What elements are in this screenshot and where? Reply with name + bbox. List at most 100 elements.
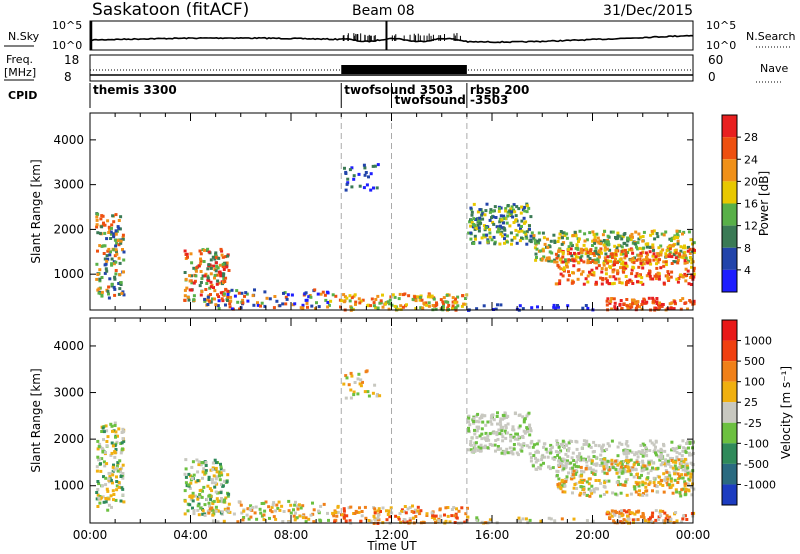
data-cell bbox=[192, 281, 196, 285]
data-cell bbox=[103, 464, 107, 468]
data-cell bbox=[654, 451, 657, 455]
data-cell bbox=[532, 236, 536, 240]
data-cell bbox=[200, 290, 204, 293]
data-cell bbox=[324, 298, 328, 302]
data-cell bbox=[656, 258, 660, 262]
data-cell bbox=[577, 251, 581, 255]
data-cell bbox=[493, 242, 497, 246]
data-cell bbox=[469, 231, 473, 235]
data-cell bbox=[486, 239, 490, 243]
x-tick-label: 20:00 bbox=[575, 528, 610, 542]
data-cell bbox=[668, 252, 672, 256]
data-cell bbox=[527, 206, 531, 210]
data-cell bbox=[692, 302, 696, 306]
data-cell bbox=[399, 520, 403, 524]
data-cell bbox=[446, 514, 450, 518]
colorbar-segment bbox=[722, 402, 737, 423]
data-cell bbox=[664, 263, 668, 267]
data-cell bbox=[572, 486, 576, 490]
data-cell bbox=[571, 473, 575, 477]
data-cell bbox=[446, 506, 450, 509]
data-cell bbox=[624, 465, 628, 468]
data-cell bbox=[659, 250, 663, 254]
data-cell bbox=[648, 439, 652, 443]
data-cell bbox=[468, 220, 472, 224]
data-cell bbox=[283, 291, 287, 295]
data-cell bbox=[225, 480, 229, 484]
data-cell bbox=[220, 297, 224, 301]
data-cell bbox=[287, 499, 291, 503]
data-cell bbox=[222, 479, 226, 483]
data-cell bbox=[372, 514, 376, 518]
data-cell bbox=[319, 504, 323, 508]
data-cell bbox=[567, 449, 570, 453]
colorbar-segment bbox=[722, 443, 737, 464]
data-cell bbox=[594, 479, 598, 482]
data-cell bbox=[183, 489, 187, 493]
data-cell bbox=[606, 297, 610, 301]
data-cell bbox=[533, 241, 537, 245]
cpid-label-2: twofsound -3503 bbox=[395, 93, 509, 107]
data-cell bbox=[640, 473, 643, 477]
data-cell bbox=[376, 163, 380, 167]
data-cell bbox=[665, 274, 669, 278]
data-cell bbox=[612, 275, 616, 279]
data-cell bbox=[275, 299, 279, 303]
data-cell bbox=[578, 493, 582, 497]
data-cell bbox=[605, 299, 609, 303]
data-cell bbox=[542, 255, 546, 259]
data-cell bbox=[241, 298, 245, 302]
data-cell bbox=[692, 299, 696, 303]
data-cell bbox=[601, 278, 605, 282]
data-cell bbox=[462, 302, 466, 306]
data-cell bbox=[183, 271, 187, 274]
data-cell bbox=[385, 518, 389, 522]
data-cell bbox=[95, 223, 99, 227]
data-cell bbox=[487, 438, 491, 442]
data-cell bbox=[584, 457, 587, 461]
colorbar-label: Velocity [m s⁻¹] bbox=[779, 366, 793, 459]
data-cell bbox=[625, 243, 629, 247]
colorbar-segment bbox=[722, 203, 737, 226]
data-cell bbox=[657, 303, 661, 307]
data-cell bbox=[488, 228, 492, 232]
data-cell bbox=[221, 510, 225, 514]
data-cell bbox=[570, 471, 574, 475]
data-cell bbox=[513, 236, 516, 239]
data-cell bbox=[662, 281, 666, 285]
data-cell bbox=[271, 503, 275, 507]
data-cell bbox=[648, 275, 652, 278]
data-cell bbox=[562, 266, 566, 270]
data-cell bbox=[418, 512, 422, 516]
data-cell bbox=[566, 252, 570, 256]
data-cell bbox=[623, 452, 627, 456]
data-cell bbox=[365, 183, 369, 187]
data-cell bbox=[470, 221, 474, 225]
data-cell bbox=[641, 483, 645, 487]
data-cell bbox=[615, 246, 619, 250]
colorbar-tick-label: -25 bbox=[744, 417, 762, 430]
data-cell bbox=[614, 252, 618, 256]
data-cell bbox=[598, 255, 601, 259]
data-cell bbox=[498, 224, 502, 228]
data-cell bbox=[566, 461, 569, 465]
data-cell bbox=[262, 513, 266, 517]
data-cell bbox=[223, 280, 227, 283]
data-cell bbox=[203, 513, 207, 517]
data-cell bbox=[594, 463, 598, 467]
data-cell bbox=[626, 279, 629, 283]
data-cell bbox=[512, 443, 516, 446]
data-cell bbox=[625, 510, 628, 514]
data-cell bbox=[102, 438, 105, 442]
data-cell bbox=[673, 464, 677, 468]
data-cell bbox=[219, 465, 223, 469]
data-cell bbox=[198, 495, 202, 499]
data-cell bbox=[228, 305, 232, 309]
data-cell bbox=[640, 307, 644, 311]
data-cell bbox=[404, 511, 408, 515]
data-cell bbox=[571, 491, 574, 495]
data-cell bbox=[624, 251, 628, 255]
data-cell bbox=[663, 519, 667, 523]
data-cell bbox=[109, 494, 113, 498]
data-cell bbox=[596, 260, 600, 264]
